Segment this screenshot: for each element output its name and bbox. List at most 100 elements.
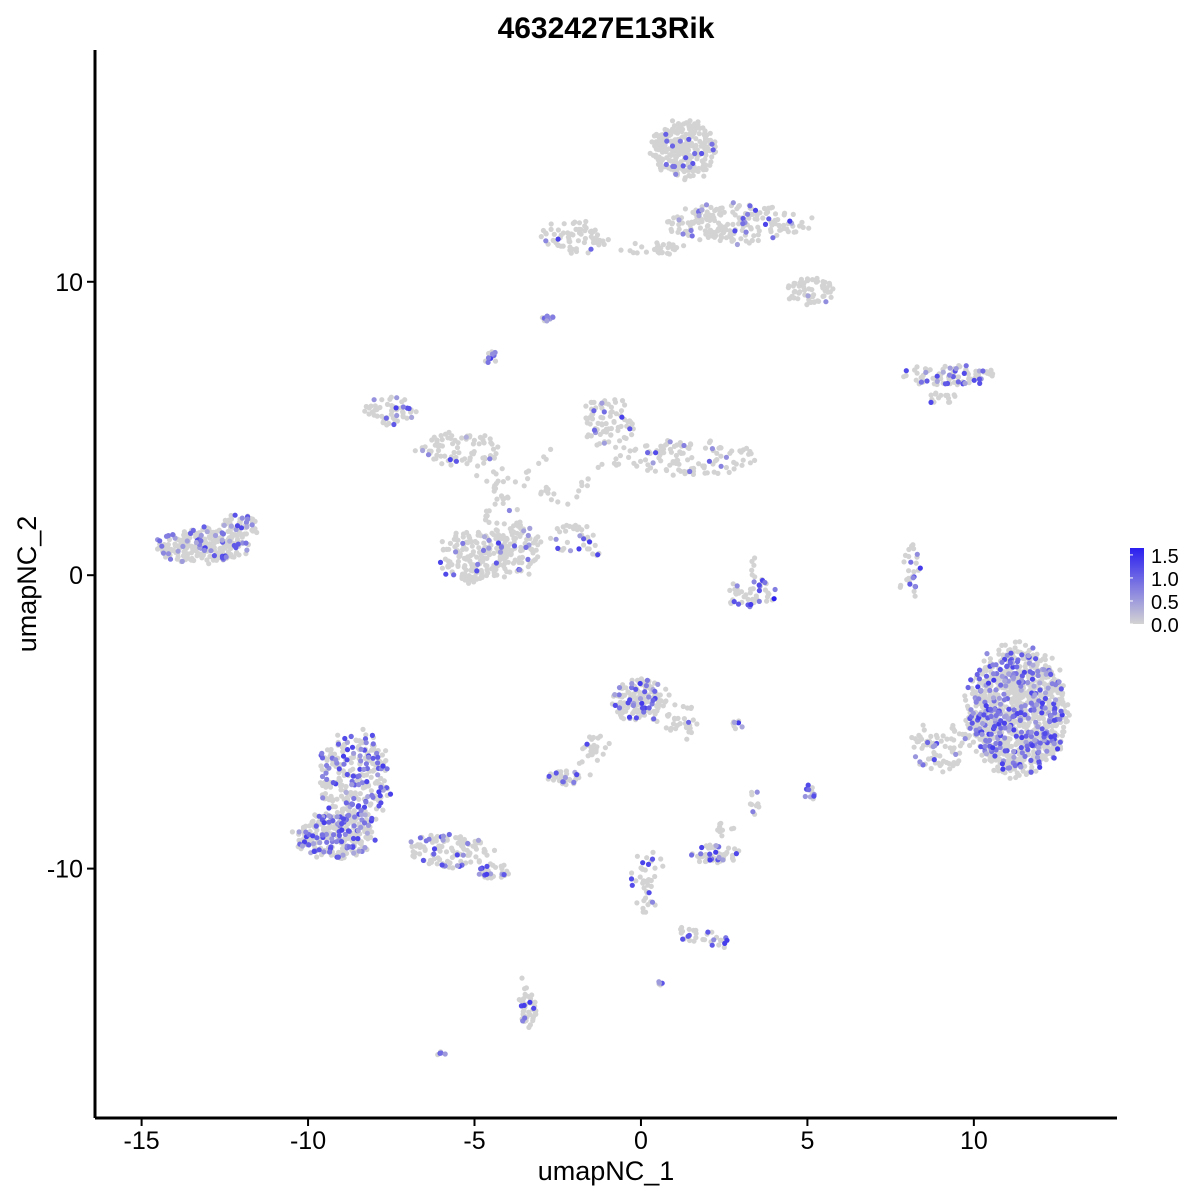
data-point xyxy=(438,433,444,439)
data-point xyxy=(179,558,185,565)
data-point xyxy=(587,734,593,740)
x-tick-label: -10 xyxy=(290,1127,326,1155)
data-point xyxy=(931,757,937,763)
data-point xyxy=(701,173,707,179)
data-point xyxy=(357,791,363,797)
data-point xyxy=(666,241,672,247)
data-point xyxy=(963,363,969,369)
data-point xyxy=(608,432,614,438)
data-point xyxy=(500,479,506,485)
data-point xyxy=(563,528,569,534)
data-point xyxy=(611,460,618,466)
data-point xyxy=(707,438,714,444)
data-point xyxy=(580,746,586,752)
data-point xyxy=(925,739,931,746)
data-point xyxy=(645,467,651,473)
data-point xyxy=(1001,697,1008,703)
data-point xyxy=(491,550,497,556)
data-point xyxy=(438,453,444,459)
data-point xyxy=(440,546,446,552)
data-point xyxy=(590,532,596,538)
data-point xyxy=(320,782,326,789)
data-point xyxy=(1013,700,1019,706)
data-point xyxy=(775,217,781,223)
data-point xyxy=(508,552,514,558)
data-point xyxy=(1011,707,1017,713)
data-point xyxy=(768,205,774,211)
data-point xyxy=(732,726,739,732)
data-point xyxy=(394,412,400,419)
data-point xyxy=(661,450,667,456)
data-point xyxy=(825,289,831,295)
data-point xyxy=(665,219,671,225)
data-point xyxy=(674,442,680,448)
data-point xyxy=(1063,719,1069,725)
data-point xyxy=(560,524,566,530)
data-point xyxy=(655,242,661,248)
data-point xyxy=(756,588,763,594)
data-point xyxy=(538,539,544,545)
data-point xyxy=(997,730,1003,736)
data-point xyxy=(642,457,649,463)
data-point xyxy=(814,275,820,281)
data-point xyxy=(983,703,989,709)
data-point xyxy=(809,215,815,221)
data-point xyxy=(340,816,347,822)
data-point xyxy=(503,549,509,556)
data-point xyxy=(553,770,559,776)
data-point xyxy=(639,244,645,250)
data-point xyxy=(786,296,793,302)
data-point xyxy=(323,831,329,838)
data-point xyxy=(637,680,643,687)
data-point xyxy=(1055,746,1061,752)
data-point xyxy=(1052,710,1058,716)
data-point xyxy=(501,496,507,502)
data-point xyxy=(529,992,535,998)
data-point xyxy=(433,456,439,462)
data-point xyxy=(756,582,762,588)
data-point xyxy=(990,695,997,701)
data-point xyxy=(992,753,998,759)
data-point xyxy=(439,862,445,868)
data-point xyxy=(982,758,988,764)
data-point xyxy=(1018,704,1024,710)
data-point xyxy=(1033,656,1039,662)
data-point xyxy=(339,839,345,845)
data-point xyxy=(752,457,758,463)
data-point xyxy=(439,443,445,449)
data-point xyxy=(482,433,488,439)
data-point xyxy=(585,432,592,438)
data-point xyxy=(536,460,542,466)
data-point xyxy=(311,848,317,855)
data-point xyxy=(206,561,212,567)
data-point xyxy=(358,746,364,752)
data-point xyxy=(363,732,369,738)
data-point xyxy=(591,427,598,433)
data-point xyxy=(612,692,618,698)
data-point xyxy=(1036,759,1042,765)
data-point xyxy=(1022,712,1028,718)
data-point xyxy=(351,750,357,756)
data-point xyxy=(1022,642,1029,648)
data-point xyxy=(997,744,1003,751)
data-point xyxy=(987,687,993,694)
data-point xyxy=(634,853,641,859)
data-point xyxy=(704,216,710,223)
data-point xyxy=(310,833,316,839)
data-point xyxy=(417,842,423,848)
data-point xyxy=(666,157,673,163)
data-point xyxy=(747,460,754,466)
data-point xyxy=(676,222,682,228)
data-point xyxy=(236,552,242,558)
data-point xyxy=(494,545,500,551)
data-point xyxy=(527,561,533,567)
data-point xyxy=(629,882,635,888)
data-point xyxy=(334,809,340,816)
data-point xyxy=(358,824,364,830)
data-point xyxy=(317,840,323,846)
data-point xyxy=(1036,749,1042,755)
data-point xyxy=(708,204,714,210)
data-point xyxy=(357,766,363,772)
data-point xyxy=(326,819,332,825)
